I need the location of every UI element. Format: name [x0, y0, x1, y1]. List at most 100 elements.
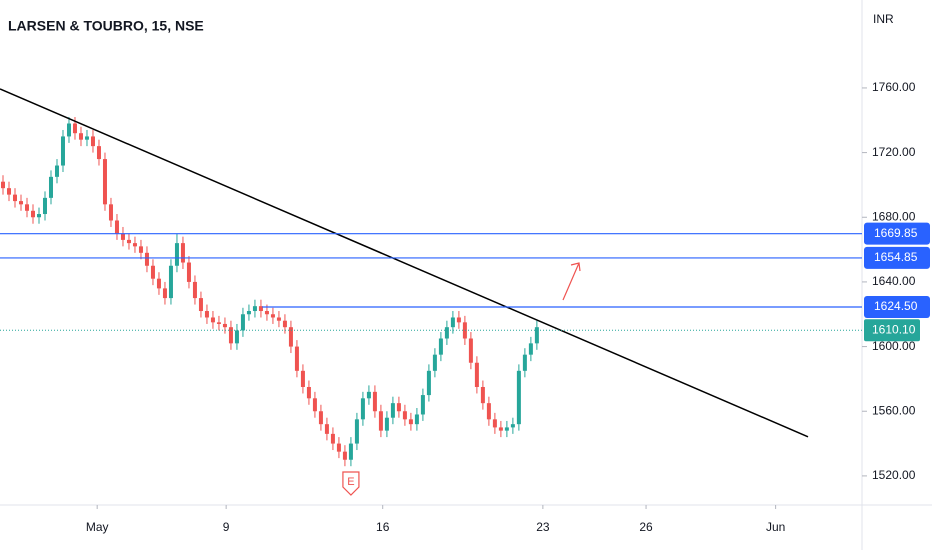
x-tick-label: 23 — [536, 520, 550, 534]
candle-body — [384, 417, 389, 431]
arrow-drawing — [562, 262, 581, 301]
candle-body — [168, 265, 173, 299]
candle-body — [486, 403, 491, 420]
candle-body — [300, 370, 305, 387]
candle-body — [444, 327, 449, 339]
candle-body — [138, 246, 143, 253]
level-badge — [864, 295, 930, 318]
y-tick-label: 1600.00 — [872, 339, 916, 353]
candle-body — [0, 181, 5, 189]
candle-body — [90, 136, 95, 147]
candle-body — [186, 262, 191, 282]
candle-body — [6, 188, 11, 195]
y-tick-label: 1640.00 — [872, 274, 916, 288]
candle-body — [450, 317, 455, 328]
x-tick-label: 26 — [639, 520, 653, 534]
candle-body — [312, 398, 317, 412]
candle-body — [30, 210, 35, 218]
candle-body — [216, 322, 221, 324]
candle-body — [42, 197, 47, 215]
candle-body — [330, 433, 335, 444]
candle-body — [60, 136, 65, 166]
trendline — [0, 88, 809, 438]
candle-body — [84, 136, 89, 140]
candle-body — [36, 214, 41, 218]
y-tick-label: 1760.00 — [872, 80, 916, 94]
candle-body — [198, 298, 203, 312]
candle-body — [318, 411, 323, 425]
x-tick-label: Jun — [766, 520, 785, 534]
candle-body — [12, 194, 17, 202]
candle-body — [354, 419, 359, 444]
chart-title: LARSEN & TOUBRO, 15, NSE — [8, 18, 204, 34]
candle-body — [324, 424, 329, 434]
candle-body — [306, 386, 311, 399]
candle-body — [270, 314, 275, 318]
candle-body — [132, 243, 137, 247]
candle-body — [204, 311, 209, 318]
candle-body — [510, 424, 515, 428]
candle-body — [522, 354, 527, 371]
candle-body — [516, 370, 521, 425]
candle-body — [414, 414, 419, 425]
candle-body — [402, 411, 407, 420]
candle-body — [288, 327, 293, 347]
x-tick-label: 9 — [223, 520, 230, 534]
candle-body — [126, 239, 131, 244]
candle-body — [432, 354, 437, 371]
candle-body — [360, 398, 365, 420]
level-label: 1669.85 — [874, 226, 918, 240]
candle-body — [108, 204, 113, 221]
candle-body — [480, 386, 485, 404]
candle-body — [372, 391, 377, 412]
candle-body — [78, 133, 83, 140]
level-badge — [864, 222, 930, 245]
x-tick-label: 16 — [376, 520, 390, 534]
level-badge — [864, 246, 930, 269]
candle-body — [54, 165, 59, 177]
candle-body — [294, 346, 299, 371]
candle-body — [258, 306, 263, 312]
candle-body — [378, 411, 383, 431]
candle-body — [72, 123, 77, 134]
candle-body — [66, 123, 71, 137]
candle-body — [246, 311, 251, 315]
candle-body — [162, 288, 167, 299]
last-price-badge — [864, 319, 920, 342]
candle-body — [426, 370, 431, 396]
candle-body — [396, 403, 401, 412]
candle-body — [144, 252, 149, 266]
candle-body — [282, 320, 287, 328]
candle-body — [228, 327, 233, 344]
earnings-badge — [342, 471, 360, 496]
candle-body — [24, 204, 29, 211]
candle-body — [276, 317, 281, 321]
candle-body — [468, 338, 473, 363]
candle-body — [390, 403, 395, 418]
candle-body — [528, 343, 533, 355]
currency: INR — [873, 12, 894, 26]
candle-body — [114, 220, 119, 234]
candle-body — [498, 427, 503, 431]
candle-body — [342, 451, 347, 460]
candle-body — [240, 314, 245, 331]
candle-body — [120, 233, 125, 240]
candle-body — [180, 243, 185, 263]
candle-body — [222, 323, 227, 328]
candle-body — [18, 201, 23, 205]
candle-body — [210, 317, 215, 323]
y-tick-label: 1560.00 — [872, 403, 916, 417]
candle-body — [462, 322, 467, 339]
candle-body — [96, 146, 101, 160]
candle-body — [234, 330, 239, 344]
candle-body — [156, 278, 161, 289]
candle-body — [348, 443, 353, 460]
earnings-label: E — [347, 476, 354, 488]
candle-body — [438, 338, 443, 355]
level-label: 1624.50 — [874, 299, 918, 313]
candle-body — [420, 395, 425, 415]
level-label: 1654.85 — [874, 250, 918, 264]
candle-body — [48, 176, 53, 198]
y-tick-label: 1520.00 — [872, 468, 916, 482]
